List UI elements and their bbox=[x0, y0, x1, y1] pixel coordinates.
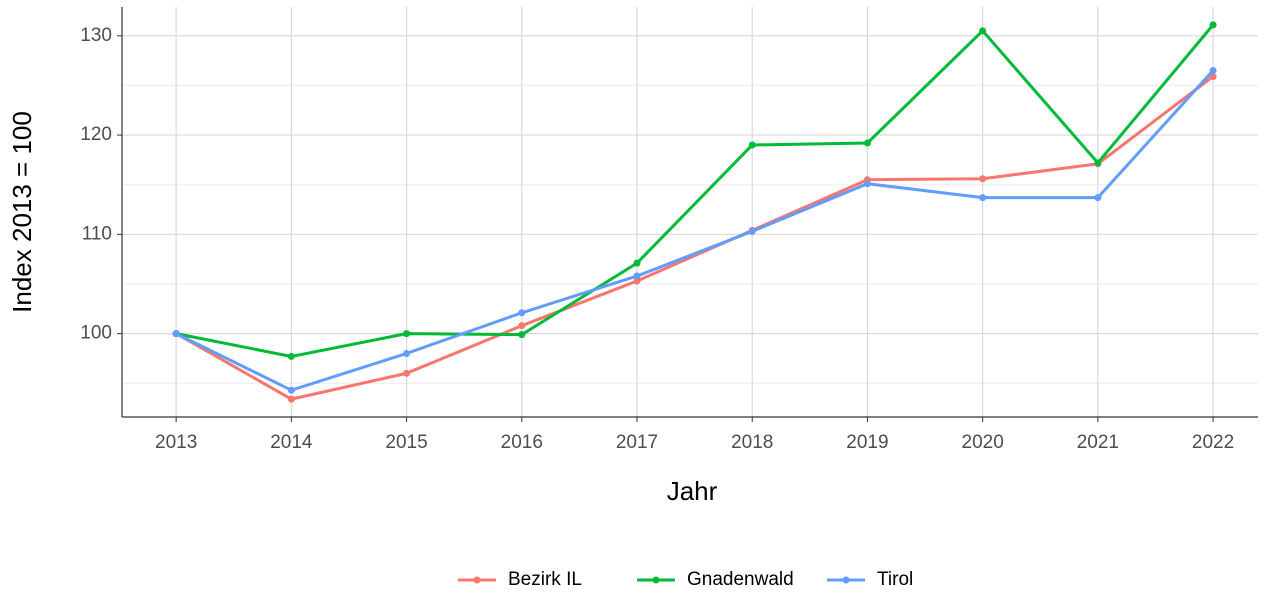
point bbox=[633, 277, 641, 285]
point bbox=[979, 175, 987, 183]
point bbox=[287, 386, 295, 394]
point bbox=[403, 330, 411, 338]
series-line bbox=[175, 69, 1215, 392]
point bbox=[633, 272, 641, 280]
x-axis-label: Jahr bbox=[667, 476, 718, 506]
x-tick-label: 2015 bbox=[385, 432, 427, 453]
point bbox=[748, 141, 756, 149]
legend-swatch-point bbox=[473, 576, 481, 584]
y-tick-label: 120 bbox=[80, 124, 112, 145]
legend-label: Bezirk IL bbox=[508, 569, 582, 590]
point bbox=[518, 322, 526, 330]
x-tick-label: 2017 bbox=[616, 432, 658, 453]
y-axis-label: Index 2013 = 100 bbox=[7, 111, 37, 313]
point bbox=[748, 227, 756, 235]
x-tick-label: 2021 bbox=[1077, 432, 1119, 453]
x-tick-label: 2013 bbox=[155, 432, 197, 453]
point bbox=[518, 331, 526, 339]
point bbox=[979, 194, 987, 202]
y-tick-label: 130 bbox=[80, 25, 112, 46]
point bbox=[863, 139, 871, 147]
point bbox=[1209, 72, 1217, 80]
point bbox=[1209, 21, 1217, 29]
x-tick-label: 2018 bbox=[731, 432, 773, 453]
point bbox=[403, 349, 411, 357]
series-line bbox=[175, 75, 1214, 401]
point bbox=[1094, 159, 1102, 167]
x-tick-label: 2022 bbox=[1192, 432, 1234, 453]
point bbox=[518, 309, 526, 317]
x-tick-label: 2016 bbox=[501, 432, 543, 453]
legend-label: Gnadenwald bbox=[687, 569, 794, 590]
point bbox=[172, 330, 180, 338]
y-tick-label: 110 bbox=[82, 223, 112, 244]
series-line bbox=[175, 23, 1215, 358]
legend-swatch-point bbox=[652, 576, 660, 584]
point bbox=[1094, 194, 1102, 202]
x-tick-label: 2014 bbox=[270, 432, 313, 453]
x-tick-label: 2019 bbox=[846, 432, 888, 453]
point bbox=[979, 27, 987, 35]
legend-swatch-point bbox=[842, 576, 850, 584]
point bbox=[403, 369, 411, 377]
point bbox=[633, 259, 641, 267]
legend-label: Tirol bbox=[877, 569, 913, 590]
point bbox=[863, 180, 871, 188]
point bbox=[1209, 67, 1217, 75]
y-tick-label: 100 bbox=[80, 323, 112, 344]
point bbox=[287, 352, 295, 360]
x-tick-label: 2020 bbox=[962, 432, 1004, 453]
point bbox=[287, 395, 295, 403]
